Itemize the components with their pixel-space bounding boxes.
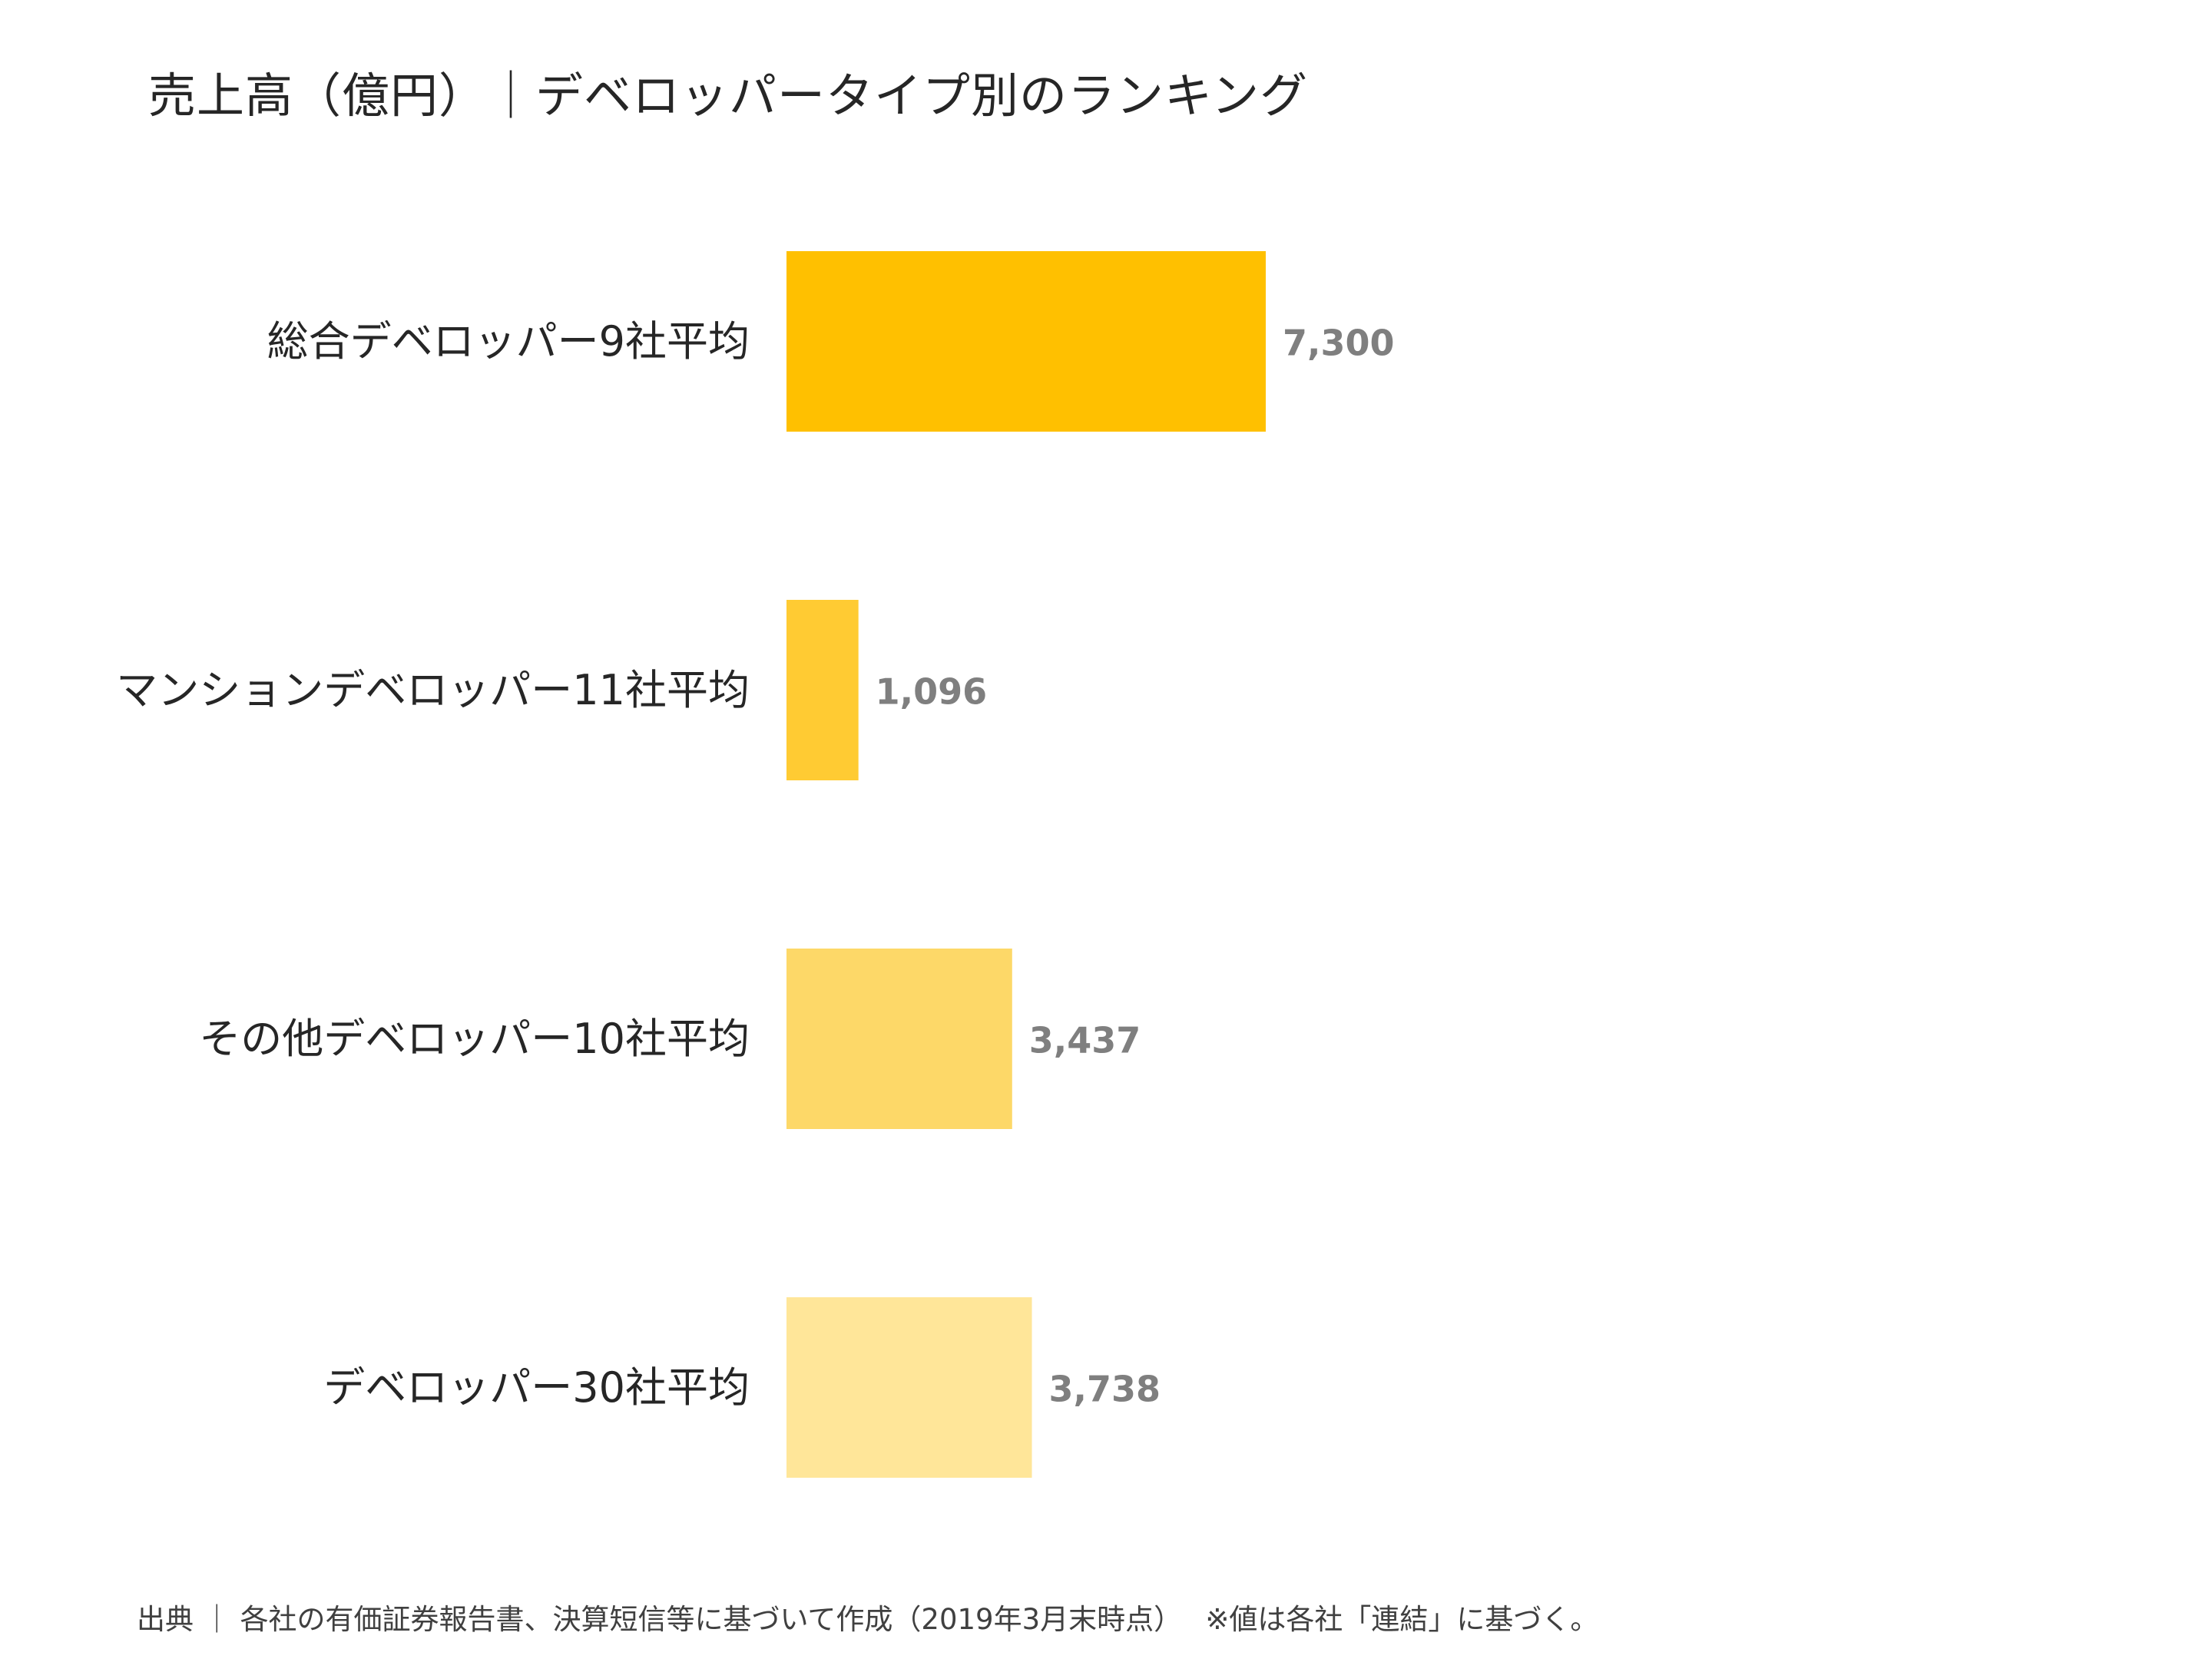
- bar-3: [786, 1297, 1032, 1478]
- source-footnote: 出典 ｜ 各社の有価証券報告書、決算短信等に基づいて作成（2019年3月末時点）…: [137, 1603, 1599, 1636]
- category-label-3: デベロッパー30社平均: [323, 1363, 750, 1412]
- category-label-1: マンションデベロッパー11社平均: [116, 666, 750, 714]
- value-label-1: 1,096: [876, 671, 988, 713]
- bar-0: [786, 251, 1266, 432]
- chart-title: 売上高（億円）｜デベロッパータイプ別のランキング: [148, 68, 1309, 124]
- value-label-0: 7,300: [1283, 323, 1395, 364]
- bar-1: [786, 600, 859, 780]
- bar-2: [786, 949, 1012, 1129]
- bars-layer: 総合デベロッパー9社平均 7,300 マンションデベロッパー11社平均 1,096 その…: [116, 251, 1395, 1478]
- category-label-0: 総合デベロッパー9社平均: [267, 317, 750, 366]
- category-label-2: その他デベロッパー10社平均: [199, 1015, 750, 1063]
- value-label-3: 3,738: [1049, 1369, 1161, 1410]
- value-label-2: 3,437: [1029, 1020, 1141, 1061]
